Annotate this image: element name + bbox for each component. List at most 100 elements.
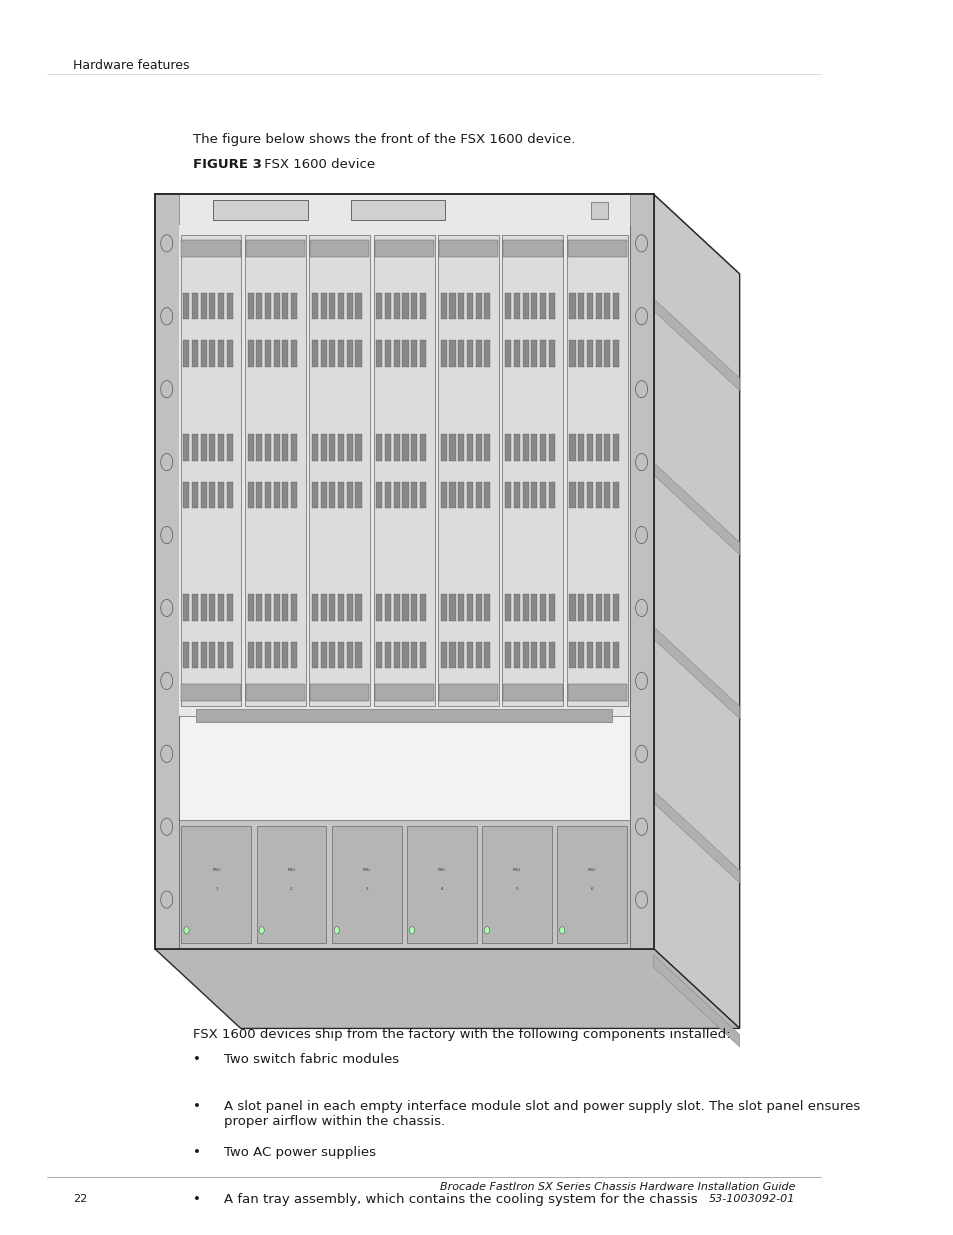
Polygon shape [484, 435, 490, 461]
Polygon shape [504, 642, 511, 668]
Polygon shape [217, 642, 224, 668]
Polygon shape [419, 642, 425, 668]
Polygon shape [653, 790, 739, 883]
Polygon shape [613, 594, 618, 621]
Polygon shape [291, 341, 296, 367]
Polygon shape [217, 482, 224, 508]
Polygon shape [567, 240, 626, 257]
Polygon shape [514, 341, 519, 367]
Polygon shape [504, 482, 511, 508]
Polygon shape [653, 626, 739, 719]
Polygon shape [449, 594, 455, 621]
Polygon shape [548, 293, 554, 319]
Polygon shape [531, 293, 537, 319]
Polygon shape [291, 482, 296, 508]
Polygon shape [320, 594, 326, 621]
Polygon shape [154, 194, 178, 948]
Polygon shape [312, 293, 317, 319]
Polygon shape [337, 293, 344, 319]
Polygon shape [514, 293, 519, 319]
Polygon shape [154, 194, 653, 948]
Polygon shape [484, 341, 490, 367]
Polygon shape [457, 435, 464, 461]
Polygon shape [183, 594, 189, 621]
Polygon shape [282, 293, 288, 319]
Polygon shape [217, 293, 224, 319]
Polygon shape [394, 482, 399, 508]
Text: Hardware features: Hardware features [73, 59, 190, 73]
Polygon shape [178, 225, 629, 715]
Polygon shape [653, 463, 739, 555]
Polygon shape [566, 235, 627, 706]
Polygon shape [539, 341, 545, 367]
Polygon shape [504, 594, 511, 621]
Polygon shape [514, 482, 519, 508]
Polygon shape [440, 435, 446, 461]
Polygon shape [337, 435, 344, 461]
Polygon shape [411, 594, 416, 621]
Polygon shape [274, 341, 279, 367]
Polygon shape [355, 482, 361, 508]
Polygon shape [522, 642, 528, 668]
Polygon shape [481, 826, 551, 942]
Polygon shape [181, 684, 240, 701]
Polygon shape [181, 826, 251, 942]
Polygon shape [629, 194, 653, 948]
Polygon shape [394, 642, 399, 668]
Polygon shape [245, 235, 306, 706]
Polygon shape [603, 482, 610, 508]
Text: Two AC power supplies: Two AC power supplies [223, 1146, 375, 1160]
Polygon shape [484, 642, 490, 668]
Polygon shape [440, 642, 446, 668]
Text: •: • [193, 1193, 201, 1205]
Polygon shape [613, 435, 618, 461]
Polygon shape [200, 341, 207, 367]
Polygon shape [419, 482, 425, 508]
Circle shape [334, 926, 339, 934]
Polygon shape [595, 341, 601, 367]
Polygon shape [613, 293, 618, 319]
Polygon shape [502, 235, 563, 706]
Circle shape [184, 926, 189, 934]
Polygon shape [466, 482, 473, 508]
Polygon shape [539, 293, 545, 319]
Polygon shape [375, 240, 434, 257]
Polygon shape [466, 435, 473, 461]
Polygon shape [227, 435, 233, 461]
Polygon shape [569, 341, 575, 367]
Polygon shape [265, 435, 271, 461]
Polygon shape [457, 482, 464, 508]
Polygon shape [514, 435, 519, 461]
Polygon shape [569, 594, 575, 621]
Polygon shape [548, 482, 554, 508]
Polygon shape [411, 293, 416, 319]
Polygon shape [346, 435, 353, 461]
Polygon shape [531, 482, 537, 508]
Polygon shape [274, 435, 279, 461]
Text: 3: 3 [365, 887, 368, 892]
Polygon shape [227, 482, 233, 508]
Text: PSU: PSU [213, 867, 220, 872]
Polygon shape [569, 293, 575, 319]
Polygon shape [227, 341, 233, 367]
Polygon shape [440, 594, 446, 621]
Polygon shape [375, 293, 382, 319]
Polygon shape [178, 194, 629, 225]
Polygon shape [346, 642, 353, 668]
Polygon shape [449, 435, 455, 461]
Polygon shape [603, 435, 610, 461]
Polygon shape [256, 594, 262, 621]
Polygon shape [192, 435, 197, 461]
Polygon shape [402, 435, 408, 461]
Polygon shape [329, 642, 335, 668]
Polygon shape [183, 341, 189, 367]
Text: 6: 6 [590, 887, 593, 892]
Polygon shape [514, 594, 519, 621]
Polygon shape [192, 293, 197, 319]
Polygon shape [217, 594, 224, 621]
Circle shape [484, 926, 489, 934]
Text: Two switch fabric modules: Two switch fabric modules [223, 1053, 398, 1066]
Polygon shape [320, 482, 326, 508]
Polygon shape [183, 435, 189, 461]
Polygon shape [419, 293, 425, 319]
